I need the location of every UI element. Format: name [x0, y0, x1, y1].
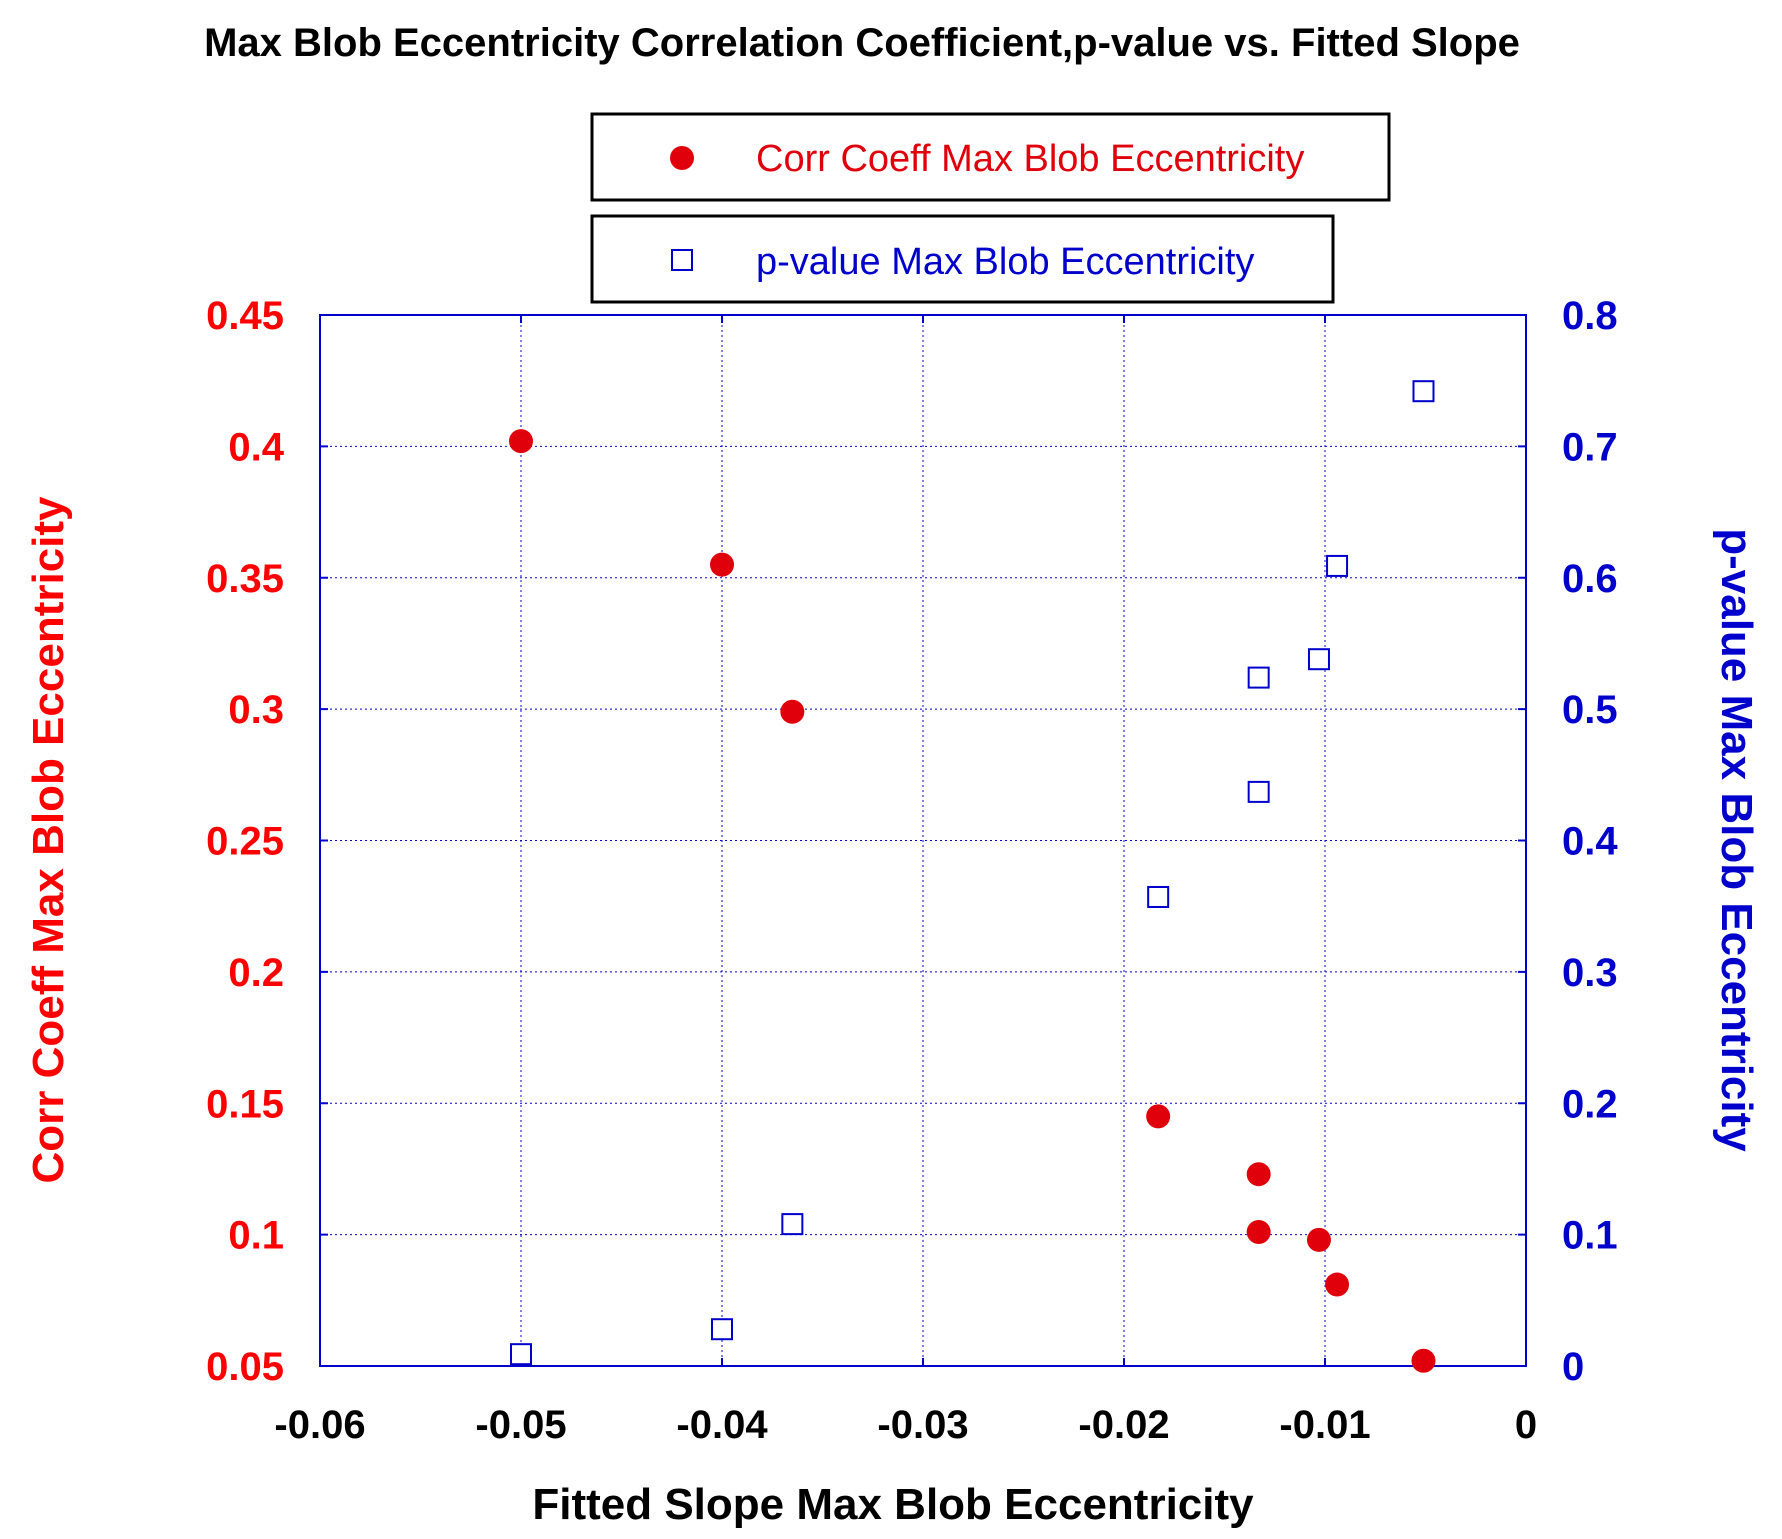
corr-coeff-point: [1246, 1162, 1271, 1187]
corr-coeff-point: [1246, 1219, 1271, 1244]
p-value-point: [781, 1213, 804, 1236]
legend-box-pvalue: [590, 214, 1335, 304]
y-left-tick-label: 0.4: [228, 425, 284, 469]
legend-label-pvalue: p-value Max Blob Eccentricity: [756, 241, 1254, 283]
x-tick-label: -0.03: [877, 1403, 968, 1447]
y-right-tick-label: 0: [1562, 1345, 1584, 1389]
y-right-tick-label: 0.5: [1562, 688, 1618, 732]
y-left-tick-label: 0.45: [206, 294, 284, 338]
p-value-point: [1307, 648, 1330, 671]
x-tick-label: -0.05: [475, 1403, 566, 1447]
x-tick-label: 0: [1515, 1403, 1537, 1447]
y-axis-label-left: Corr Coeff Max Blob Eccentricity: [24, 496, 73, 1184]
corr-coeff-point: [1411, 1348, 1436, 1373]
y-left-tick-label: 0.05: [206, 1345, 284, 1389]
y-left-tick-label: 0.1: [228, 1214, 284, 1258]
y-axis-label-right: p-value Max Blob Eccentricity: [1712, 528, 1761, 1152]
corr-coeff-point: [509, 429, 533, 454]
corr-coeff-point: [780, 699, 805, 724]
y-right-tick-label: 0.8: [1562, 294, 1618, 338]
y-right-tick-label: 0.7: [1562, 425, 1618, 469]
corr-coeff-point: [710, 552, 734, 577]
y-left-tick-label: 0.15: [206, 1082, 284, 1126]
y-right-tick-label: 0.1: [1562, 1214, 1618, 1258]
legend-box-corr: [590, 112, 1391, 202]
chart-title: Max Blob Eccentricity Correlation Coeffi…: [204, 21, 1520, 65]
p-value-point: [1247, 666, 1270, 689]
legend-label-corr: Corr Coeff Max Blob Eccentricity: [756, 138, 1304, 180]
legend: Corr Coeff Max Blob Eccentricity p-value…: [590, 112, 1391, 304]
x-axis-label: Fitted Slope Max Blob Eccentricity: [532, 1480, 1254, 1529]
y-right-tick-label: 0.2: [1562, 1082, 1618, 1126]
x-tick-label: -0.06: [274, 1403, 365, 1447]
x-tick-label: -0.01: [1279, 1403, 1370, 1447]
corr-coeff-point: [1306, 1227, 1331, 1252]
y-left-tick-label: 0.35: [206, 557, 284, 601]
grid: [320, 315, 1526, 1366]
p-value-point: [1247, 780, 1270, 803]
p-value-point: [1412, 380, 1435, 403]
y-left-tick-label: 0.2: [228, 951, 284, 995]
p-value-point: [1326, 554, 1349, 577]
corr-coeff-point: [1325, 1272, 1350, 1297]
y-left-tick-label: 0.3: [228, 688, 284, 732]
p-value-point: [711, 1318, 733, 1341]
corr-coeff-point: [1146, 1104, 1171, 1129]
x-tick-label: -0.04: [676, 1403, 768, 1447]
legend-marker-corr: [670, 146, 694, 170]
y-right-tick-label: 0.6: [1562, 557, 1618, 601]
p-value-point: [1147, 885, 1170, 908]
y-right-tick-label: 0.3: [1562, 951, 1618, 995]
axis-ticks: -0.06 -0.05 -0.04 -0.03 -0.02 -0.01 0 0.05 0 0.1 0…: [206, 294, 1618, 1447]
data-marks: [509, 380, 1436, 1373]
x-tick-label: -0.02: [1078, 1403, 1169, 1447]
y-left-tick-label: 0.25: [206, 820, 284, 864]
legend-marker-pvalue: [671, 249, 693, 271]
p-value-point: [510, 1343, 532, 1366]
y-right-tick-label: 0.4: [1562, 820, 1618, 864]
